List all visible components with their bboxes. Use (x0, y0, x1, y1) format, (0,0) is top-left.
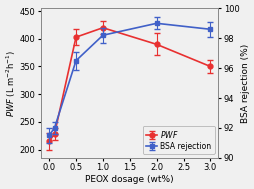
X-axis label: PEOX dosage (wt%): PEOX dosage (wt%) (85, 175, 173, 184)
Y-axis label: BSA rejection (%): BSA rejection (%) (240, 43, 249, 123)
Legend: $\mathit{PWF}$, BSA rejection: $\mathit{PWF}$, BSA rejection (142, 125, 214, 154)
Y-axis label: $\mathit{PWF}$ (L m$^{-2}$h$^{-1}$): $\mathit{PWF}$ (L m$^{-2}$h$^{-1}$) (5, 49, 18, 117)
